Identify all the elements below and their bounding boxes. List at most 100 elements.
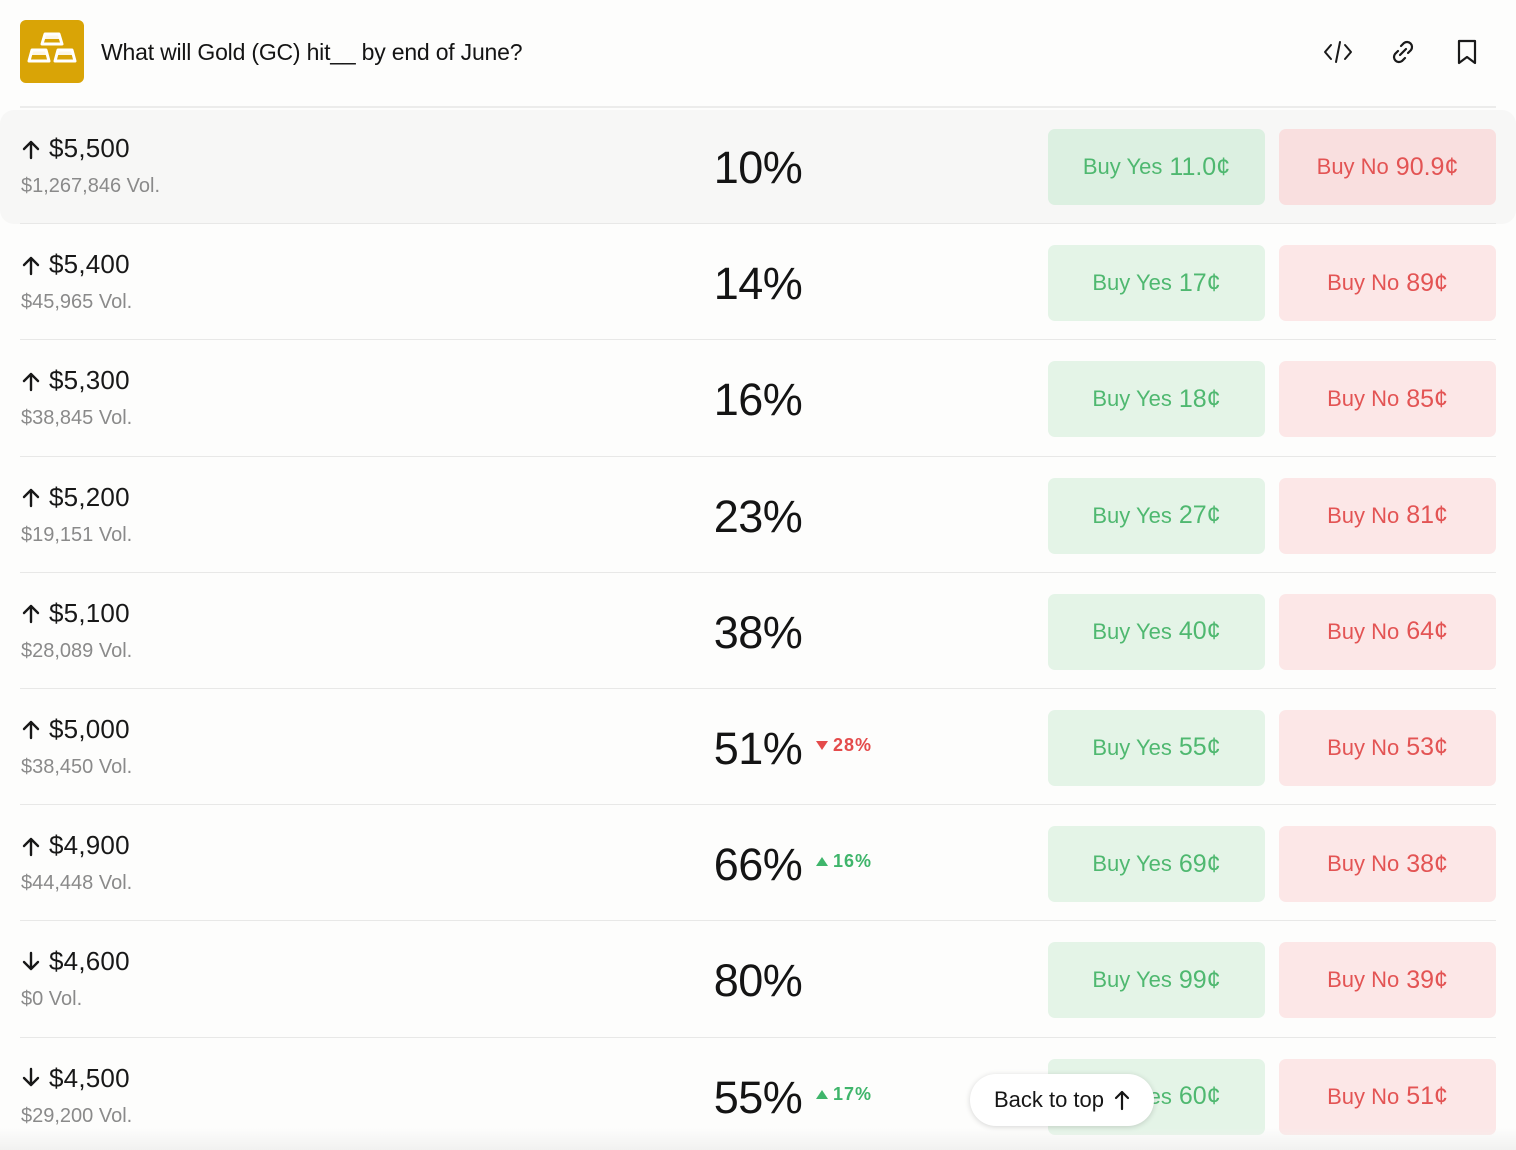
arrow-up-icon [22,488,40,508]
strike-label: $5,100 [49,597,130,628]
strike-price: $5,200 [21,482,130,513]
row-divider [20,223,1496,225]
row-divider [20,339,1496,341]
link-icon [1392,40,1414,64]
buy-no-button[interactable]: Buy No 39¢ [1279,942,1496,1019]
copy-link-button[interactable] [1387,36,1419,68]
buy-yes-price: 60¢ [1178,1082,1221,1110]
buy-no-button[interactable]: Buy No 51¢ [1279,1058,1496,1135]
strike-price: $5,300 [21,365,130,396]
chance-percent: 38% [713,606,803,658]
chance-percent: 14% [713,258,803,310]
row-divider [20,571,1496,573]
arrow-up-icon [22,837,40,856]
volume: $44,448 Vol. [21,872,133,895]
buy-no-label: Buy No [1327,851,1400,877]
embed-icon [1324,41,1352,63]
row-divider [20,920,1496,922]
buy-no-button[interactable]: Buy No 38¢ [1279,826,1496,903]
strike-label: $4,500 [49,1062,130,1093]
strike-label: $5,400 [49,249,130,280]
bookmark-icon [1457,39,1477,65]
embed-button[interactable] [1322,36,1354,68]
buy-yes-price: 18¢ [1178,384,1221,413]
strike-price: $5,100 [21,598,130,629]
outcome-row[interactable]: $5,500 $1,267,846 Vol. 10% Buy Yes 11.0¢ Buy … [0,108,1516,225]
chance-change: 16% [816,851,872,872]
buy-no-label: Buy No [1327,967,1400,993]
chance-percent: 55% [713,1071,803,1123]
arrow-down-icon [22,951,40,971]
buy-no-label: Buy No [1327,1083,1400,1109]
buy-no-label: Buy No [1327,618,1400,644]
outcome-row[interactable]: $4,900 $44,448 Vol. 66% 16% Buy Yes 69¢ Buy No… [0,805,1516,922]
triangle-up-icon [816,857,828,867]
arrow-up-icon [1114,1090,1130,1111]
chance-percent: 66% [713,839,803,891]
strike-price: $4,500 [21,1063,130,1094]
buy-no-button[interactable]: Buy No 81¢ [1279,477,1496,554]
bookmark-button[interactable] [1451,36,1483,68]
arrow-down-icon [22,1067,40,1087]
buy-yes-button[interactable]: Buy Yes 99¢ [1048,942,1265,1019]
outcome-row[interactable]: $4,600 $0 Vol. 80% Buy Yes 99¢ Buy No 39¢ [0,921,1516,1038]
gold-bars-icon [27,32,77,63]
outcome-row[interactable]: $5,400 $45,965 Vol. 14% Buy Yes 17¢ Buy No 89¢ [0,224,1516,341]
buy-no-price: 64¢ [1406,617,1448,646]
buy-no-price: 85¢ [1406,384,1448,413]
buy-yes-button[interactable]: Buy Yes 11.0¢ [1048,129,1265,205]
outcome-row[interactable]: $5,200 $19,151 Vol. 23% Buy Yes 27¢ Buy No 81¢ [0,457,1516,573]
buy-no-label: Buy No [1327,270,1400,296]
back-to-top-button[interactable]: Back to top [970,1074,1154,1126]
outcome-row[interactable]: $5,100 $28,089 Vol. 38% Buy Yes 40¢ Buy No 64¢ [0,573,1516,689]
buy-no-button[interactable]: Buy No 85¢ [1279,361,1496,438]
row-divider [20,804,1496,806]
row-divider [20,1036,1496,1038]
chance-change-value: 17% [833,1083,873,1104]
back-to-top-label: Back to top [993,1087,1105,1112]
buy-yes-label: Buy Yes [1092,618,1172,644]
buy-yes-label: Buy Yes [1082,154,1163,179]
buy-yes-label: Buy Yes [1092,502,1172,528]
buy-yes-price: 11.0¢ [1169,152,1231,181]
buy-no-button[interactable]: Buy No 53¢ [1279,709,1496,786]
buy-no-button[interactable]: Buy No 90.9¢ [1279,129,1496,205]
buy-no-price: 53¢ [1406,733,1448,762]
volume: $38,845 Vol. [21,407,133,430]
volume: $28,089 Vol. [21,639,133,662]
buy-yes-price: 55¢ [1178,733,1221,762]
buy-yes-button[interactable]: Buy Yes 40¢ [1048,593,1265,670]
volume: $19,151 Vol. [21,523,133,546]
strike-price: $5,000 [21,714,130,745]
buy-no-button[interactable]: Buy No 89¢ [1279,245,1496,322]
volume: $0 Vol. [21,988,83,1011]
buy-yes-price: 27¢ [1178,501,1221,530]
buy-yes-button[interactable]: Buy Yes 17¢ [1048,245,1265,322]
arrow-up-icon [22,605,40,624]
strike-label: $5,500 [49,133,130,163]
chance-change-value: 16% [833,851,873,872]
strike-label: $5,000 [49,713,130,744]
market-logo [20,20,84,83]
buy-yes-button[interactable]: Buy Yes 55¢ [1048,709,1265,786]
strike-label: $5,200 [49,481,130,512]
buy-yes-button[interactable]: Buy Yes 27¢ [1048,477,1265,554]
page-title: What will Gold (GC) hit__ by end of June… [101,39,523,65]
triangle-down-icon [816,740,828,750]
buy-no-label: Buy No [1327,734,1400,760]
strike-price: $4,900 [21,830,130,861]
strike-label: $4,600 [49,946,130,977]
outcome-row[interactable]: $5,300 $38,845 Vol. 16% Buy Yes 18¢ Buy No 85¢ [0,340,1516,457]
header-divider [20,106,1496,108]
buy-yes-button[interactable]: Buy Yes 18¢ [1048,361,1265,438]
buy-no-price: 39¢ [1406,965,1448,994]
outcome-row[interactable]: $5,000 $38,450 Vol. 51% 28% Buy Yes 55¢ Buy No… [0,689,1516,806]
strike-price: $5,400 [21,249,130,280]
chance-change: 17% [816,1084,872,1105]
buy-no-button[interactable]: Buy No 64¢ [1279,593,1496,670]
buy-yes-label: Buy Yes [1092,270,1172,296]
buy-yes-button[interactable]: Buy Yes 69¢ [1048,826,1265,903]
buy-no-label: Buy No [1327,502,1400,528]
chance-percent: 10% [713,142,803,193]
